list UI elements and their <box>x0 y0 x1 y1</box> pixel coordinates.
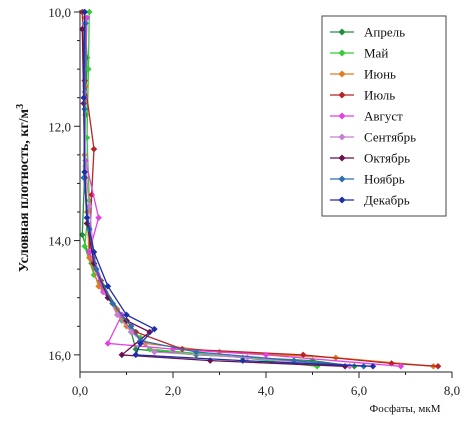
x-tick-label: 6,0 <box>351 383 367 398</box>
legend-swatch-marker <box>338 133 346 141</box>
legend-label: Декабрь <box>364 193 410 208</box>
y-tick-label: 14,0 <box>48 234 71 249</box>
legend-swatch-marker <box>338 196 346 204</box>
data-point <box>397 362 405 370</box>
x-tick-label: 8,0 <box>444 383 460 398</box>
legend-item: Октябрь <box>330 151 410 166</box>
x-tick-label: 0,0 <box>72 383 88 398</box>
legend-swatch-marker <box>338 175 346 183</box>
data-point <box>109 300 116 307</box>
series-Декабрь <box>80 8 377 370</box>
data-point <box>239 357 247 364</box>
data-point <box>369 362 377 370</box>
legend-item: Ноябрь <box>330 172 405 187</box>
legend-label: Август <box>364 109 403 124</box>
legend-label: Октябрь <box>364 151 410 166</box>
legend-label: Ноябрь <box>364 172 405 187</box>
y-tick-label: 10,0 <box>48 5 71 20</box>
data-point <box>127 328 135 336</box>
data-point <box>81 105 89 113</box>
legend-swatch-marker <box>338 70 346 78</box>
legend-label: Апрель <box>364 25 405 40</box>
data-point <box>151 348 158 356</box>
y-axis-title-sup: 3 <box>15 104 26 109</box>
data-point <box>85 65 92 73</box>
x-tick-label: 2,0 <box>165 383 181 398</box>
legend-item: Сентябрь <box>330 130 416 145</box>
legend-swatch-marker <box>338 28 346 36</box>
plot-area <box>78 8 442 370</box>
y-tick-label: 12,0 <box>48 119 71 134</box>
y-tick-label: 16,0 <box>48 348 71 363</box>
data-point <box>80 94 88 102</box>
data-point <box>81 168 89 176</box>
data-point <box>127 322 135 330</box>
data-point <box>192 348 200 356</box>
data-point <box>90 145 98 153</box>
data-point <box>81 242 89 250</box>
data-point <box>81 8 89 16</box>
data-point <box>132 351 140 359</box>
data-point <box>113 311 121 319</box>
legend-item: Август <box>330 109 403 124</box>
legend-swatch-marker <box>338 154 346 162</box>
data-point <box>118 351 126 359</box>
data-point <box>85 8 93 16</box>
x-axis-title: Фосфаты, мкМ <box>370 403 441 415</box>
data-point <box>95 214 102 222</box>
legend-label: Июль <box>364 88 395 103</box>
legend-item: Декабрь <box>330 193 410 208</box>
legend-label: Май <box>364 46 388 61</box>
series-line <box>83 11 373 367</box>
data-point <box>137 340 144 347</box>
data-point <box>90 248 98 256</box>
legend-item: Май <box>330 46 388 61</box>
legend-item: Апрель <box>330 25 405 40</box>
legend-label: Сентябрь <box>364 130 416 145</box>
legend-swatch-marker <box>338 91 346 99</box>
data-point <box>123 311 130 319</box>
y-axis-title: Условная плотность, кг/м3 <box>15 104 32 272</box>
data-point <box>104 340 112 347</box>
x-tick-label: 4,0 <box>258 383 274 398</box>
legend-swatch-marker <box>338 49 346 57</box>
legend: Апрель Май Июнь Июль Август Сентябрь Октябрь Но… <box>321 15 447 217</box>
legend-item: Июнь <box>330 67 396 82</box>
series-line <box>81 29 346 367</box>
legend-label: Июнь <box>364 67 396 82</box>
data-point <box>83 214 91 222</box>
legend-swatch-marker <box>338 112 346 120</box>
data-point <box>151 325 158 333</box>
data-point <box>92 265 100 273</box>
legend-item: Июль <box>330 88 395 103</box>
data-point <box>434 362 442 370</box>
axes: 10,0 12,0 14,0 16,0 0,0 2,0 4,0 6,0 8,0 <box>48 5 460 398</box>
data-point <box>104 282 112 290</box>
data-point <box>290 357 298 364</box>
data-point <box>299 351 307 359</box>
